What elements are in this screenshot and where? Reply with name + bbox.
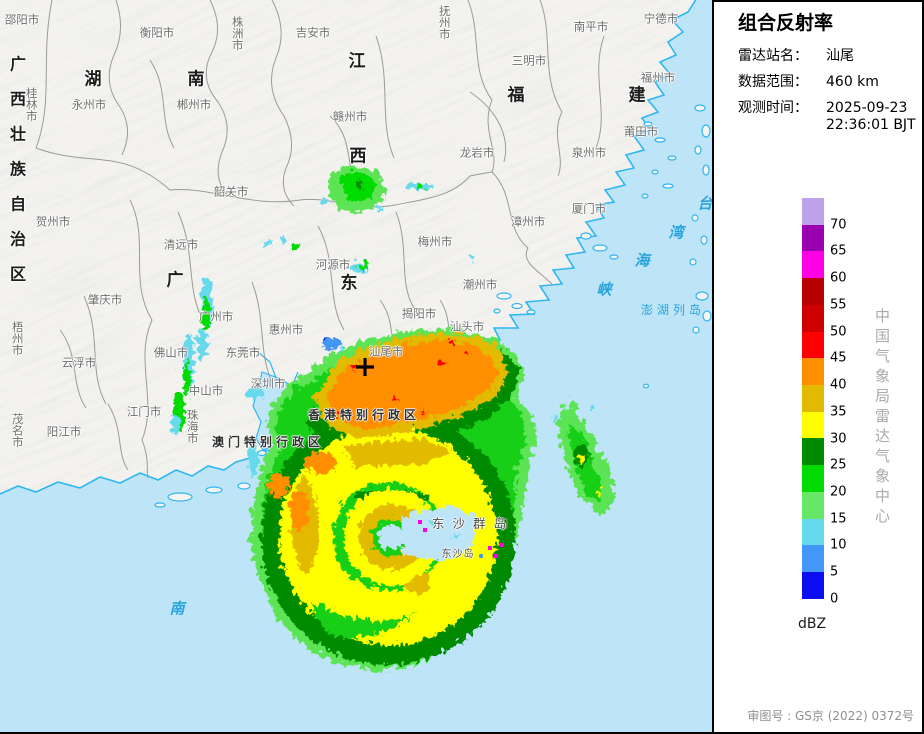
reflectivity-colorbar (802, 198, 824, 599)
time-label: 观测时间： (738, 100, 808, 116)
colorbar-tick: 10 (830, 537, 847, 553)
agency-watermark: 中国气象局雷达气象中心 (873, 308, 891, 528)
reef-symbols (418, 518, 508, 559)
range-label: 数据范围： (738, 74, 808, 90)
echo-west-streaks (168, 274, 345, 474)
colorbar-block (802, 572, 824, 599)
echo-east-cell (549, 396, 612, 512)
range-value: 460 km (826, 74, 879, 90)
time-clock: 22:36:01 BJT (826, 117, 916, 133)
station-label: 雷达站名： (738, 48, 808, 64)
range-field: 数据范围： 460 km (738, 71, 879, 91)
map-canvas (0, 0, 712, 732)
colorbar-block (802, 278, 824, 305)
colorbar-block (802, 491, 824, 519)
colorbar-tick: 65 (830, 243, 847, 259)
colorbar-tick: 70 (830, 217, 847, 233)
echo-north-cell (261, 164, 470, 270)
colorbar-tick: 45 (830, 350, 847, 366)
colorbar-tick: 50 (830, 324, 847, 340)
time-field: 观测时间： 2025-09-23 (738, 97, 907, 117)
province-boundaries (35, 0, 605, 479)
colorbar-block (802, 411, 824, 439)
time-date: 2025-09-23 (826, 100, 908, 116)
colorbar-block (802, 198, 824, 225)
colorbar-block (802, 331, 824, 359)
colorbar-tick: 0 (830, 591, 839, 607)
colorbar-block (802, 385, 824, 412)
colorbar-tick: 40 (830, 377, 847, 393)
colorbar-tick: 30 (830, 431, 847, 447)
station-value: 汕尾 (826, 48, 854, 64)
map-approval-number: 审图号 : GS京 (2022) 0372号 (747, 709, 914, 723)
colorbar-tick: 5 (830, 564, 839, 580)
time-field-line2: 22:36:01 BJT (738, 117, 916, 133)
colorbar-block (802, 304, 824, 332)
colorbar-tick: 20 (830, 484, 847, 500)
colorbar-tick: 15 (830, 511, 847, 527)
colorbar-block (802, 545, 824, 573)
colorbar-block (802, 518, 824, 546)
station-field: 雷达站名： 汕尾 (738, 45, 854, 65)
colorbar-block (802, 224, 824, 252)
colorbar-block (802, 465, 824, 492)
colorbar-tick: 60 (830, 270, 847, 286)
radar-map: 邵阳市 衡阳市 株洲市 吉安市 抚州市 南平市 宁德市 三明市 福州市 莆田市 泉州市 厦门市 漳州市龙… (0, 0, 712, 732)
colorbar-tick: 35 (830, 404, 847, 420)
product-title: 组合反射率 (738, 12, 834, 34)
echo-typhoon (248, 326, 533, 668)
colorbar-block (802, 358, 824, 386)
colorbar-unit: dBZ (798, 616, 827, 632)
colorbar-block (802, 438, 824, 466)
radar-site-marker (356, 358, 374, 376)
colorbar-block (802, 251, 824, 279)
radar-echoes (168, 164, 612, 668)
colorbar-tick: 25 (830, 457, 847, 473)
colorbar-tick: 55 (830, 297, 847, 313)
info-panel: 组合反射率 雷达站名： 汕尾 数据范围： 460 km 观测时间： 2025-09-2… (712, 0, 924, 732)
islands (154, 104, 712, 508)
